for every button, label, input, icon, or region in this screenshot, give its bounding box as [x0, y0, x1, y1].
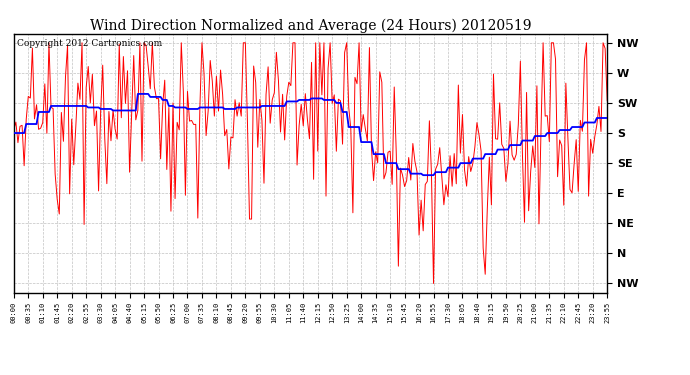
Title: Wind Direction Normalized and Average (24 Hours) 20120519: Wind Direction Normalized and Average (2…	[90, 18, 531, 33]
Text: Copyright 2012 Cartronics.com: Copyright 2012 Cartronics.com	[17, 39, 162, 48]
